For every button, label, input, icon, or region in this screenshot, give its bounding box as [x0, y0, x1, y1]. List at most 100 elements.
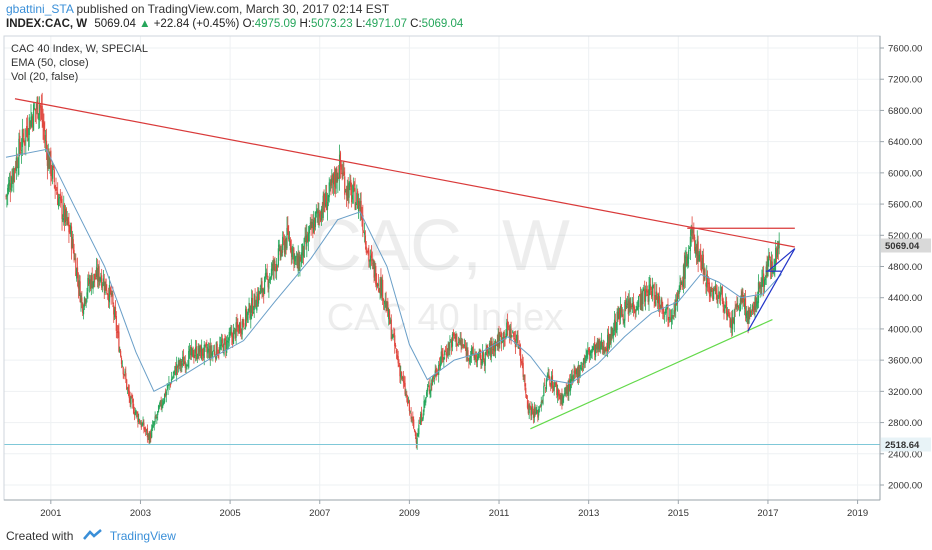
candle-body	[493, 342, 495, 352]
candle-body	[677, 291, 679, 297]
x-tick-label: 2017	[757, 508, 778, 519]
candle-body	[421, 418, 423, 421]
candle-body	[529, 405, 531, 408]
candle-body	[371, 258, 373, 261]
candle-body	[82, 309, 85, 315]
candle-body	[284, 241, 286, 255]
tradingview-link[interactable]: TradingView	[109, 529, 176, 543]
candle-body	[741, 291, 743, 303]
candle-body	[382, 299, 385, 302]
candle-body	[623, 319, 625, 324]
candle-body	[229, 333, 231, 335]
candle-body	[569, 379, 571, 390]
candle-body	[664, 311, 666, 313]
candle-body	[685, 257, 687, 259]
candle-body	[423, 401, 425, 412]
candle-body	[415, 437, 417, 443]
candle-body	[395, 349, 398, 353]
candle-body	[204, 344, 206, 346]
low-value: 4971.07	[365, 18, 407, 30]
candle-body	[605, 348, 607, 351]
candle-body	[325, 192, 327, 207]
candle-body	[341, 173, 343, 178]
candle-body	[89, 279, 92, 289]
legend-vol: Vol (20, false)	[11, 71, 78, 83]
candle-body	[765, 266, 767, 278]
candle-body	[357, 200, 360, 212]
candle-body	[675, 299, 677, 311]
candle-body	[584, 357, 586, 364]
candle-body	[9, 183, 11, 190]
candle-body	[433, 377, 435, 379]
candle-body	[758, 283, 760, 288]
candle-body	[228, 331, 230, 341]
candle-body	[773, 268, 775, 270]
candle-body	[739, 298, 741, 312]
author-link[interactable]: gbattini_STA	[6, 2, 74, 16]
candle-body	[80, 295, 82, 303]
candle-body	[89, 279, 91, 284]
candle-body	[428, 385, 430, 391]
candle-body	[447, 343, 449, 356]
candle-body	[554, 383, 556, 385]
candle-body	[225, 342, 227, 351]
candle-body	[101, 275, 103, 288]
candle-body	[355, 203, 357, 210]
candle-body	[580, 368, 582, 370]
candle-body	[772, 270, 774, 274]
candle-body	[512, 330, 514, 334]
candle-body	[513, 332, 515, 337]
candle-body	[446, 354, 448, 356]
candle-body	[170, 378, 173, 384]
candle-body	[689, 236, 691, 252]
candle-body	[632, 301, 635, 309]
candle-body	[562, 397, 564, 405]
candle-body	[293, 248, 295, 265]
candle-body	[125, 373, 127, 380]
candle-body	[189, 347, 192, 356]
candle-body	[577, 365, 579, 379]
candle-body	[65, 208, 67, 221]
candle-body	[201, 347, 203, 360]
candle-body	[668, 318, 670, 320]
candle-body	[671, 315, 673, 319]
candle-body	[165, 391, 167, 396]
candle-body	[769, 259, 772, 269]
candle-body	[211, 352, 213, 356]
candle-body	[744, 298, 747, 316]
candle-body	[150, 433, 152, 439]
candle-body	[269, 277, 271, 281]
candle-body	[682, 265, 685, 288]
candle-body	[479, 349, 481, 354]
candle-body	[652, 285, 654, 287]
candle-body	[667, 304, 669, 321]
x-tick-label: 2015	[668, 508, 689, 519]
candle-body	[413, 429, 416, 432]
candle-body	[513, 338, 516, 339]
candle-body	[134, 412, 136, 415]
candle-body	[714, 285, 716, 291]
footer: Created with TradingView	[6, 529, 176, 544]
candle-body	[494, 340, 497, 351]
candle-body	[338, 154, 341, 178]
candle-body	[15, 157, 17, 172]
candle-body	[613, 329, 615, 336]
candle-body	[208, 349, 211, 359]
candle-body	[555, 383, 557, 386]
candle-body	[112, 294, 114, 304]
candle-body	[407, 397, 409, 404]
candle-body	[81, 297, 83, 302]
candle-body	[560, 395, 562, 400]
candle-body	[710, 288, 712, 296]
candle-body	[655, 291, 657, 306]
x-tick-label: 2013	[578, 508, 599, 519]
candle-body	[426, 387, 429, 392]
candle-body	[364, 235, 367, 245]
candle-body	[324, 202, 326, 207]
candle-body	[241, 321, 243, 335]
candle-body	[432, 377, 434, 384]
candle-body	[326, 201, 329, 210]
candle-body	[114, 309, 116, 318]
candle-body	[713, 287, 716, 289]
candle-body	[382, 279, 384, 301]
